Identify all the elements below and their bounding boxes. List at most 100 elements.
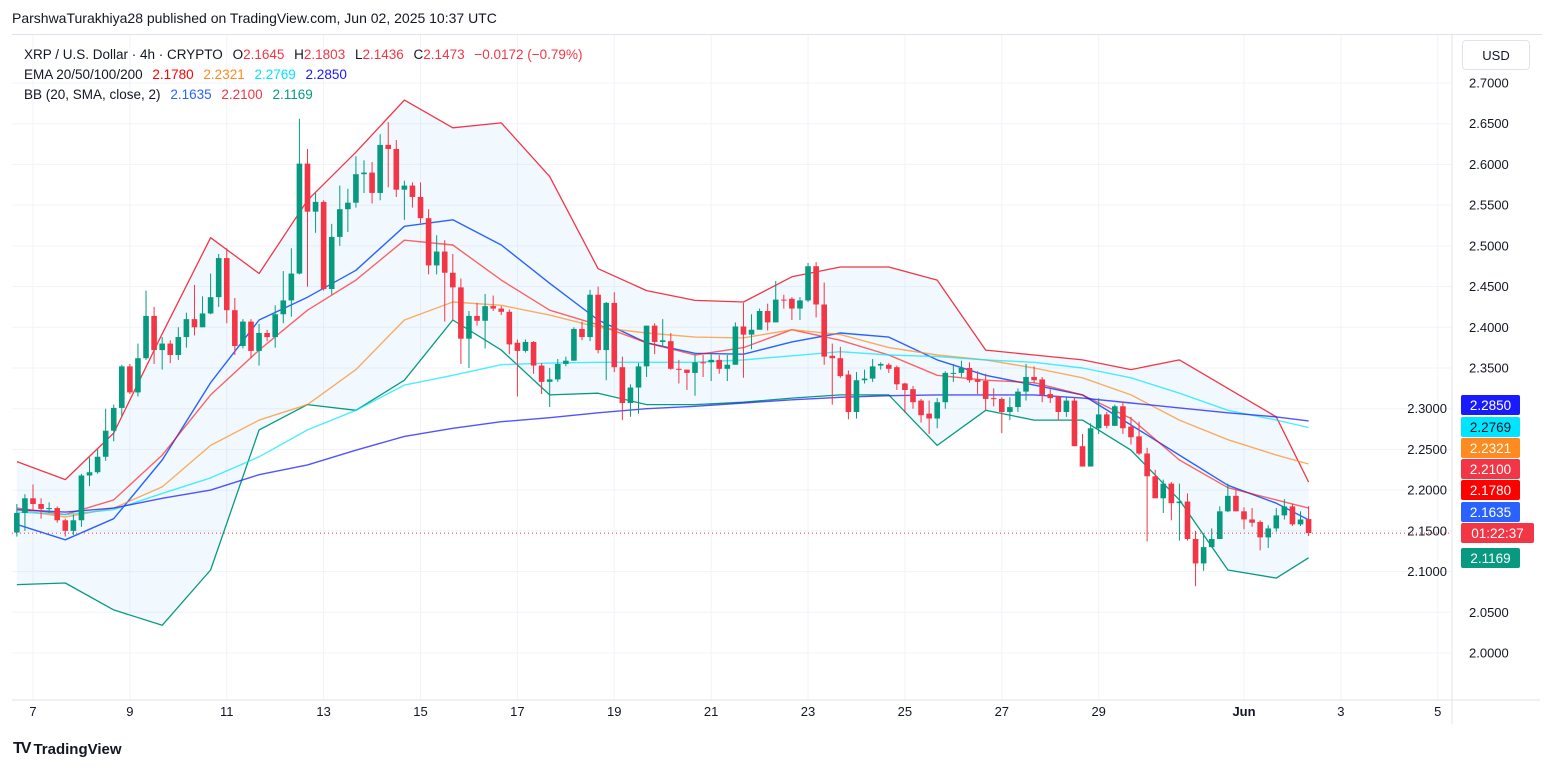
candle-bearish[interactable]	[450, 254, 456, 321]
candle-bearish[interactable]	[918, 398, 924, 423]
candle-bullish[interactable]	[1087, 423, 1094, 467]
candle-bullish[interactable]	[571, 327, 577, 361]
candle-bearish[interactable]	[1241, 507, 1247, 530]
candle-bearish[interactable]	[417, 182, 424, 224]
candle-bearish[interactable]	[813, 262, 819, 318]
candle-bearish[interactable]	[1047, 389, 1054, 404]
candle-bullish[interactable]	[942, 371, 949, 409]
candle-bearish[interactable]	[127, 363, 133, 395]
symbol-title[interactable]: XRP / U.S. Dollar · 4h · CRYPTO	[24, 47, 223, 62]
candle-bullish[interactable]	[643, 325, 650, 377]
candle-bearish[interactable]	[320, 200, 327, 291]
candle-bearish[interactable]	[845, 370, 852, 420]
candle-bearish[interactable]	[1192, 530, 1199, 587]
candle-bullish[interactable]	[175, 327, 182, 360]
candle-bullish[interactable]	[312, 192, 319, 233]
candle-bearish[interactable]	[829, 343, 836, 405]
candle-bullish[interactable]	[102, 408, 109, 461]
candle-bullish[interactable]	[1216, 506, 1223, 540]
candle-bullish[interactable]	[869, 359, 876, 382]
candle-bearish[interactable]	[999, 397, 1005, 434]
candle-bullish[interactable]	[336, 185, 343, 246]
candle-bullish[interactable]	[1015, 388, 1021, 412]
candle-bullish[interactable]	[70, 514, 77, 535]
candle-bearish[interactable]	[1184, 493, 1191, 541]
candle-bullish[interactable]	[119, 364, 125, 417]
candle-bullish[interactable]	[377, 134, 383, 201]
candle-bullish[interactable]	[361, 160, 367, 193]
candle-bullish[interactable]	[110, 404, 117, 442]
candle-bullish[interactable]	[1007, 397, 1013, 421]
candle-bearish[interactable]	[498, 306, 505, 316]
candle-bearish[interactable]	[684, 369, 690, 390]
candle-bullish[interactable]	[877, 362, 884, 370]
candle-bearish[interactable]	[1079, 433, 1086, 467]
candle-bearish[interactable]	[1071, 397, 1078, 447]
candle-bullish[interactable]	[1297, 511, 1304, 526]
bb-title[interactable]: BB (20, SMA, close, 2)	[24, 87, 161, 102]
candle-bullish[interactable]	[1208, 528, 1215, 548]
candle-bearish[interactable]	[821, 282, 827, 365]
candle-bullish[interactable]	[159, 337, 165, 370]
candle-bearish[interactable]	[409, 182, 416, 208]
candle-bearish[interactable]	[1120, 401, 1126, 434]
candle-bullish[interactable]	[482, 293, 488, 349]
candle-bearish[interactable]	[223, 248, 230, 324]
candle-bearish[interactable]	[837, 346, 844, 378]
candle-bullish[interactable]	[199, 296, 206, 328]
candle-bearish[interactable]	[1249, 508, 1255, 527]
candle-bearish[interactable]	[1289, 503, 1296, 526]
candle-bearish[interactable]	[538, 363, 545, 395]
candle-bullish[interactable]	[853, 372, 860, 419]
candle-bullish[interactable]	[1273, 508, 1280, 532]
candle-bearish[interactable]	[506, 309, 513, 355]
candle-bullish[interactable]	[215, 254, 222, 307]
candle-bearish[interactable]	[474, 302, 480, 326]
candle-bullish[interactable]	[950, 363, 957, 382]
candle-bearish[interactable]	[1055, 395, 1062, 421]
candle-bearish[interactable]	[651, 323, 658, 355]
candle-bullish[interactable]	[46, 502, 52, 513]
candle-bearish[interactable]	[1168, 482, 1175, 521]
candle-bullish[interactable]	[296, 118, 303, 275]
candle-bullish[interactable]	[563, 356, 569, 367]
candle-bearish[interactable]	[781, 294, 787, 309]
candle-bullish[interactable]	[1176, 483, 1183, 541]
candle-bullish[interactable]	[805, 262, 811, 303]
candle-bearish[interactable]	[910, 385, 916, 409]
candle-bearish[interactable]	[619, 356, 626, 421]
candle-bearish[interactable]	[894, 365, 900, 390]
candle-bearish[interactable]	[1233, 489, 1239, 512]
candle-bullish[interactable]	[692, 354, 698, 396]
candle-bearish[interactable]	[885, 363, 892, 373]
candle-bearish[interactable]	[974, 371, 981, 395]
candle-bearish[interactable]	[716, 354, 723, 374]
candle-bearish[interactable]	[700, 354, 706, 377]
candle-bearish[interactable]	[764, 303, 771, 331]
candle-bearish[interactable]	[151, 306, 157, 364]
candle-bearish[interactable]	[425, 209, 432, 275]
candle-bullish[interactable]	[797, 297, 803, 320]
candle-bullish[interactable]	[522, 339, 529, 353]
candle-bullish[interactable]	[14, 503, 20, 537]
candle-bullish[interactable]	[256, 324, 262, 366]
candle-bullish[interactable]	[861, 369, 868, 384]
candle-bullish[interactable]	[353, 156, 359, 208]
candle-bullish[interactable]	[635, 363, 642, 414]
candle-bearish[interactable]	[990, 388, 997, 407]
candle-bullish[interactable]	[1023, 363, 1029, 401]
candle-bearish[interactable]	[982, 373, 989, 411]
candle-bearish[interactable]	[667, 332, 674, 370]
candle-bullish[interactable]	[86, 457, 93, 487]
candle-bearish[interactable]	[1144, 447, 1150, 542]
candle-bullish[interactable]	[772, 280, 779, 323]
candle-bearish[interactable]	[264, 329, 270, 342]
candle-bullish[interactable]	[466, 311, 472, 369]
candle-bearish[interactable]	[441, 240, 448, 322]
candle-bearish[interactable]	[966, 362, 973, 383]
candle-bullish[interactable]	[546, 368, 553, 408]
candle-bullish[interactable]	[1225, 483, 1231, 513]
candle-bullish[interactable]	[1160, 479, 1167, 513]
candle-bullish[interactable]	[143, 290, 149, 360]
candle-bullish[interactable]	[1200, 533, 1207, 571]
